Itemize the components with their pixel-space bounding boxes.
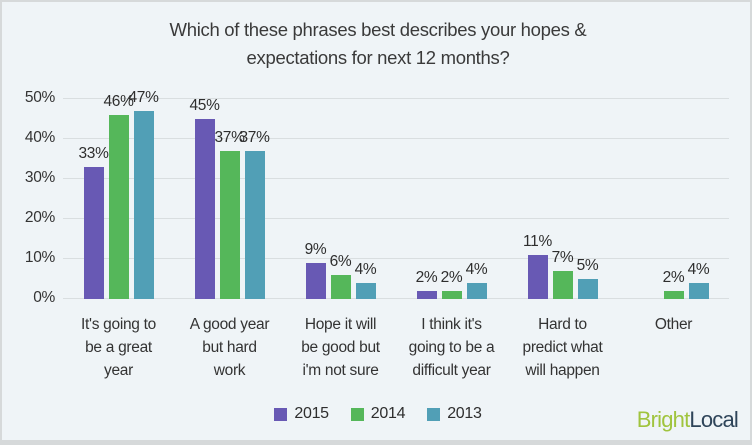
bar-2015-3 <box>305 263 326 299</box>
bar-2015-5 <box>527 255 548 299</box>
value-label-2013-3: 4% <box>354 261 377 278</box>
bar-2013-5 <box>577 279 598 299</box>
legend-item-2014: 2014 <box>350 405 406 423</box>
value-label-2015-4: 2% <box>415 269 438 286</box>
brand-logo-local: Local <box>689 407 738 432</box>
legend: 2015 2014 2013 <box>2 405 750 423</box>
x-axis-label: Hard to predict what will happen <box>522 316 603 379</box>
legend-label: 2013 <box>447 405 482 422</box>
bar-2014-1 <box>108 115 129 299</box>
value-label-2014-3: 6% <box>329 253 352 270</box>
chart-title: Which of these phrases best describes yo… <box>169 19 587 68</box>
legend-swatch-2013 <box>427 407 441 421</box>
value-label-2014-6: 2% <box>662 269 685 286</box>
y-axis-tick: 40% <box>24 129 55 146</box>
value-label-2015-1: 33% <box>78 145 109 162</box>
bar-2014-2 <box>219 151 240 299</box>
legend-item-2015: 2015 <box>274 405 329 423</box>
bar-2013-6 <box>688 283 709 299</box>
bar-2014-5 <box>552 271 573 299</box>
x-axis-label: Hope it will be good but i'm not sure <box>301 316 380 379</box>
value-label-2013-5: 5% <box>576 257 599 274</box>
x-axis-label: I think it's going to be a difficult yea… <box>408 316 495 379</box>
value-label-2015-5: 11% <box>523 233 552 250</box>
value-label-2015-3: 9% <box>304 241 327 258</box>
bar-2013-4 <box>466 283 487 299</box>
bar-2014-4 <box>441 291 462 299</box>
bar-2015-2 <box>194 119 215 299</box>
legend-swatch-2015 <box>274 407 288 421</box>
plot-area: 0% 10% 20% 30% 40% 50% It's going to be a grea… <box>25 89 729 379</box>
y-axis-tick: 10% <box>24 249 55 266</box>
bar-2013-3 <box>355 283 376 299</box>
x-axis-label: Other <box>654 316 693 333</box>
gridline <box>63 138 729 139</box>
gridline <box>63 178 729 179</box>
bar-2015-1 <box>83 167 104 299</box>
value-label-2014-5: 7% <box>551 249 574 266</box>
y-axis-tick: 20% <box>24 209 55 226</box>
brand-logo-bright: Bright <box>636 407 690 432</box>
gridline <box>63 218 729 219</box>
value-label-2014-1: 46% <box>103 93 134 110</box>
brand-logo: BrightLocal <box>636 407 739 433</box>
bar-2015-4 <box>416 291 437 299</box>
y-axis-tick: 0% <box>33 289 55 306</box>
value-label-2014-2: 37% <box>214 129 245 146</box>
bar-2013-1 <box>133 111 154 299</box>
value-label-2014-4: 2% <box>440 269 463 286</box>
legend-label: 2014 <box>370 405 406 422</box>
bar-2013-2 <box>244 151 265 299</box>
legend-swatch-2014 <box>350 407 364 421</box>
value-label-2013-1: 47% <box>128 89 159 106</box>
bar-2014-3 <box>330 275 351 299</box>
legend-item-2013: 2013 <box>427 405 482 423</box>
value-label-2013-2: 37% <box>239 129 270 146</box>
x-axis-label: A good year but hard work <box>189 316 270 379</box>
gridline <box>63 298 729 299</box>
x-axis-label: It's going to be a great year <box>81 316 156 379</box>
value-label-2013-6: 4% <box>687 261 710 278</box>
gridline <box>63 98 729 99</box>
gridline <box>63 258 729 259</box>
value-label-2013-4: 4% <box>465 261 488 278</box>
value-label-2015-2: 45% <box>189 97 220 114</box>
bar-2014-6 <box>663 291 684 299</box>
y-axis-tick: 30% <box>24 169 55 186</box>
y-axis-tick: 50% <box>24 89 55 106</box>
legend-label: 2015 <box>294 405 329 422</box>
